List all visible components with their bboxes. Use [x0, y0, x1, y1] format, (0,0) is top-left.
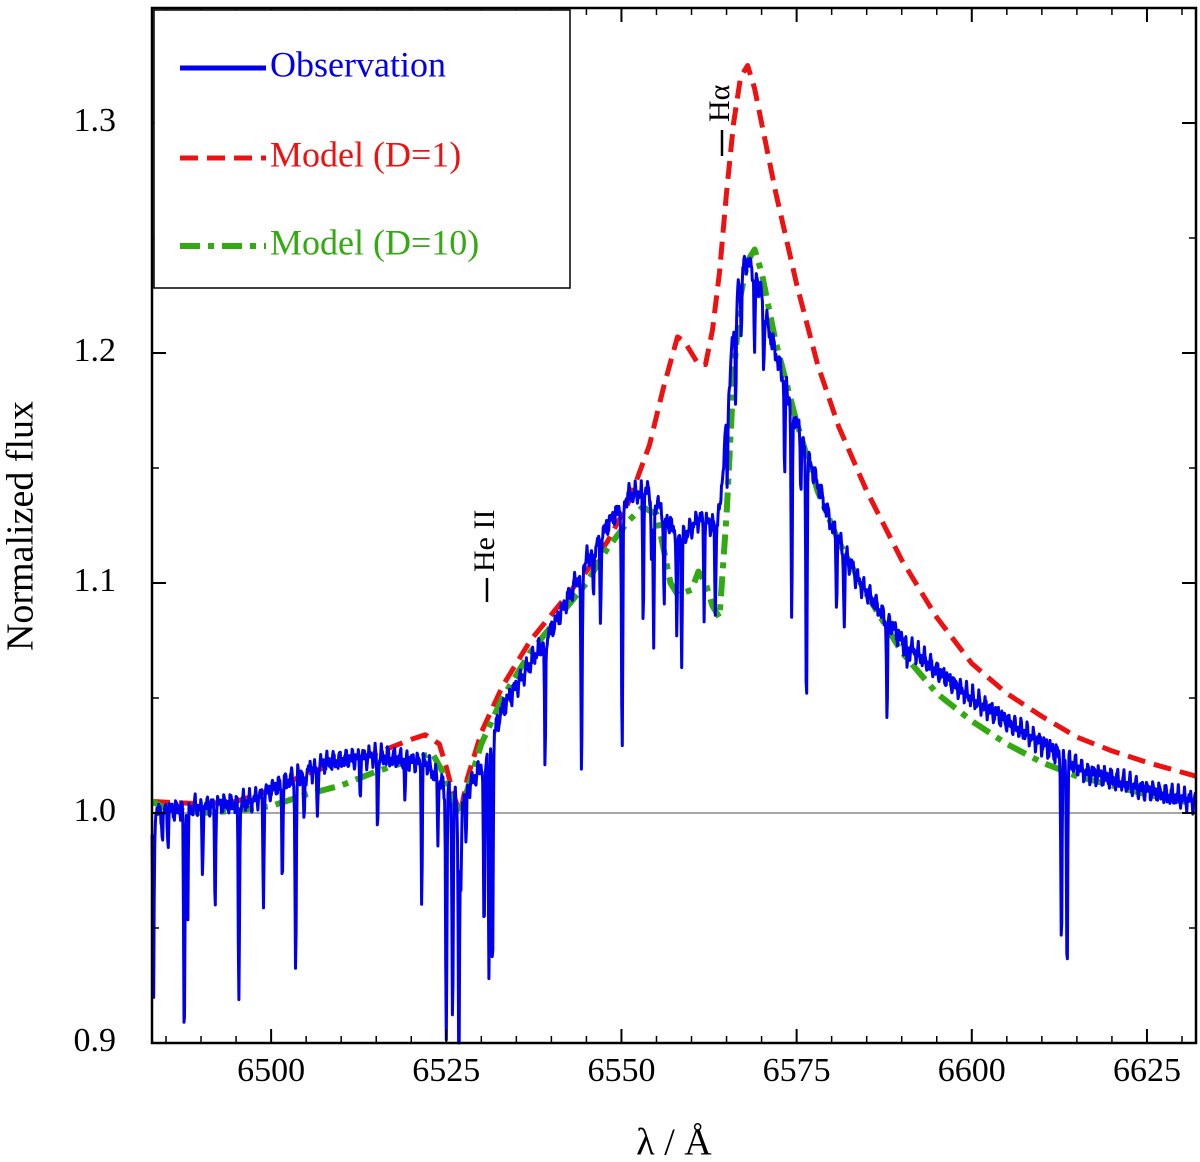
series-observation-line	[150, 254, 1198, 1045]
tick-layer: 6500 6525 6550 6575 6600 6625 0.9 1.0 1.1 1.2 1.3	[74, 7, 1196, 1089]
y-axis-label: Normalized flux	[0, 401, 42, 651]
legend-label-model-d1: Model (D=1)	[270, 134, 461, 174]
legend-box	[153, 9, 571, 289]
legend-label-model-d10: Model (D=10)	[270, 222, 479, 262]
annotation-he-ii: He II	[468, 510, 501, 602]
y-tick-label: 1.0	[74, 792, 117, 829]
plot-frame	[150, 6, 1198, 1045]
series-model-d1-line	[151, 63, 1197, 816]
x-tick-label: 6625	[1113, 1052, 1181, 1089]
annotation-h-alpha-label: Hα	[703, 84, 736, 122]
x-tick-label: 6600	[938, 1052, 1006, 1089]
legend: Observation Model (D=1) Model (D=10)	[153, 9, 571, 289]
x-tick-label: 6550	[587, 1052, 655, 1089]
y-tick-label: 0.9	[74, 1022, 117, 1059]
y-tick-label: 1.2	[74, 332, 117, 369]
legend-label-observation: Observation	[270, 44, 446, 84]
x-tick-label: 6525	[412, 1052, 480, 1089]
x-axis-label: λ / Å	[636, 1122, 712, 1162]
y-tick-label: 1.3	[74, 102, 117, 139]
x-tick-label: 6500	[237, 1052, 305, 1089]
y-tick-label: 1.1	[74, 562, 117, 599]
annotation-he-ii-label: He II	[468, 510, 501, 572]
x-tick-label: 6575	[763, 1052, 831, 1089]
annotation-h-alpha: Hα	[703, 84, 736, 156]
series-layer	[150, 63, 1198, 1045]
